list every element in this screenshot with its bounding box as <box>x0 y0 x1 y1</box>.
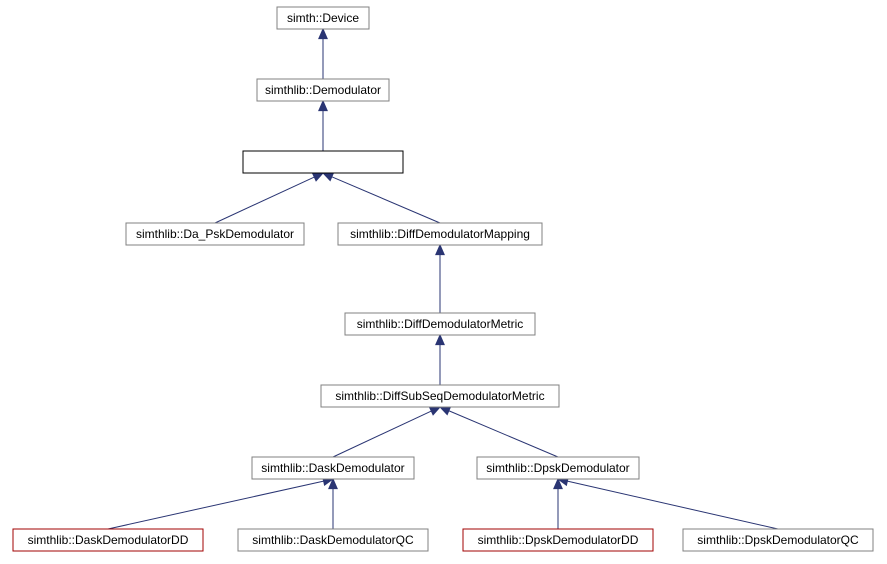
node-label: simthlib::DaskDemodulatorDD <box>28 533 189 547</box>
node-dpsk[interactable]: simthlib::DpskDemodulator <box>477 457 639 479</box>
node-daskdd[interactable]: simthlib::DaskDemodulatorDD <box>13 529 203 551</box>
inheritance-diagram: simth::Devicesimthlib::Demodulatorsimthl… <box>0 0 887 564</box>
node-daskqc[interactable]: simthlib::DaskDemodulatorQC <box>238 529 428 551</box>
node-label: simth::Device <box>287 11 359 25</box>
node-demod[interactable]: simthlib::Demodulator <box>257 79 389 101</box>
node-dapsk[interactable]: simthlib::Da_PskDemodulator <box>126 223 304 245</box>
node-subseq[interactable]: simthlib::DiffSubSeqDemodulatorMetric <box>321 385 559 407</box>
node-label: simthlib::DiffSubSeqDemodulatorMetric <box>335 389 544 403</box>
node-label: simthlib::DaskDemodulator <box>261 461 404 475</box>
node-label: simthlib::DiffDemodulatorMapping <box>350 227 530 241</box>
node-label: simthlib::DpskDemodulatorQC <box>697 533 859 547</box>
node-label: simthlib::DpskDemodulatorDD <box>478 533 639 547</box>
node-label: simthlib::DiffDemodulator <box>256 155 390 169</box>
node-dask[interactable]: simthlib::DaskDemodulator <box>252 457 414 479</box>
node-device[interactable]: simth::Device <box>277 7 369 29</box>
node-label: simthlib::DiffDemodulatorMetric <box>357 317 524 331</box>
node-label: simthlib::DaskDemodulatorQC <box>252 533 414 547</box>
node-mapping[interactable]: simthlib::DiffDemodulatorMapping <box>338 223 542 245</box>
node-label: simthlib::Demodulator <box>265 83 381 97</box>
node-diffdemod[interactable]: simthlib::DiffDemodulator <box>243 151 403 173</box>
node-label: simthlib::DpskDemodulator <box>486 461 629 475</box>
node-dpskdd[interactable]: simthlib::DpskDemodulatorDD <box>463 529 653 551</box>
node-metric[interactable]: simthlib::DiffDemodulatorMetric <box>345 313 535 335</box>
node-dpskqc[interactable]: simthlib::DpskDemodulatorQC <box>683 529 873 551</box>
node-label: simthlib::Da_PskDemodulator <box>136 227 294 241</box>
